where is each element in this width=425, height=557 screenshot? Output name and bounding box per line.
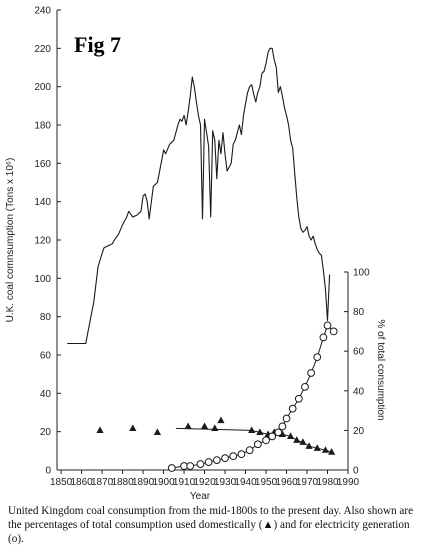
electricity-point — [278, 422, 287, 431]
electricity-point — [319, 333, 328, 342]
y2-tick-label: 60 — [353, 347, 365, 358]
figure-7-chart: Fig 7 0204060801001201401601802002202401… — [5, 6, 386, 501]
domestic-point — [305, 442, 313, 449]
domestic-point — [328, 448, 336, 455]
chart-axes: 0204060801001201401601802002202401850186… — [34, 6, 370, 489]
domestic-point — [184, 422, 192, 430]
electricity-point — [294, 394, 303, 403]
y-tick-label: 0 — [45, 466, 51, 477]
domestic-point — [299, 438, 307, 445]
y2-axis-title: % of total consumption — [375, 319, 386, 420]
y-tick-label: 140 — [34, 197, 51, 208]
domestic-point — [293, 436, 301, 443]
y2-tick-label: 80 — [353, 307, 365, 318]
y-tick-label: 80 — [40, 312, 52, 323]
x-tick-label: 1850 — [50, 477, 73, 488]
x-tick-label: 1940 — [234, 477, 257, 488]
domestic-point — [153, 428, 162, 435]
figure-caption: United Kingdom coal consumption from the… — [8, 505, 414, 545]
y-tick-label: 220 — [34, 44, 51, 55]
x-tick-label: 1870 — [91, 477, 114, 488]
x-tick-label: 1890 — [132, 477, 155, 488]
x-tick-label: 1920 — [193, 477, 216, 488]
x-tick-label: 1900 — [152, 477, 175, 488]
electricity-point — [212, 456, 221, 465]
domestic-point — [321, 446, 330, 453]
y-tick-label: 100 — [34, 274, 51, 285]
y-tick-label: 40 — [40, 389, 52, 400]
electricity-point — [274, 428, 283, 437]
domestic-point — [200, 422, 209, 430]
y-tick-label: 20 — [40, 427, 52, 438]
electricity-point — [313, 353, 322, 362]
electricity-point — [253, 440, 262, 449]
y2-tick-label: 0 — [353, 466, 359, 477]
x-tick-label: 1990 — [337, 477, 360, 488]
electricity-point — [307, 369, 316, 377]
y-tick-label: 60 — [40, 351, 52, 362]
electricity-point — [186, 462, 195, 470]
domestic-point — [211, 424, 219, 432]
x-tick-label: 1860 — [70, 477, 93, 488]
electricity-point — [196, 460, 205, 468]
coal-consumption-line — [67, 47, 331, 345]
x-axis-title: Year — [190, 491, 211, 500]
domestic-point — [248, 426, 256, 433]
figure-label: Fig 7 — [74, 32, 121, 57]
electricity-point — [221, 454, 229, 463]
electricity-point — [245, 446, 254, 455]
electricity-point — [329, 327, 338, 336]
domestic-point — [256, 428, 264, 435]
y-tick-label: 200 — [34, 82, 51, 93]
y2-tick-label: 100 — [353, 268, 370, 279]
y2-tick-label: 40 — [353, 386, 365, 397]
domestic-point — [217, 416, 225, 424]
x-tick-label: 1980 — [316, 477, 339, 488]
electricity-point — [301, 382, 309, 391]
y2-tick-label: 20 — [353, 426, 365, 437]
electricity-point — [268, 432, 277, 441]
domestic-point — [287, 432, 295, 439]
electricity-point — [167, 464, 176, 472]
domestic-point — [313, 444, 321, 451]
x-tick-label: 1910 — [173, 477, 196, 488]
y-tick-label: 240 — [34, 6, 51, 17]
electricity-point — [323, 321, 332, 330]
electricity-point — [229, 452, 238, 461]
y-tick-label: 160 — [34, 159, 51, 170]
x-tick-label: 1960 — [275, 477, 298, 488]
electricity-point — [204, 458, 213, 466]
electricity-point — [262, 436, 270, 445]
y-tick-label: 180 — [34, 121, 51, 132]
x-tick-label: 1930 — [214, 477, 237, 488]
x-tick-label: 1880 — [111, 477, 134, 488]
y-tick-label: 120 — [34, 236, 51, 247]
electricity-point — [237, 450, 246, 459]
x-tick-label: 1950 — [255, 477, 278, 488]
electricity-point — [288, 404, 297, 413]
x-tick-label: 1970 — [296, 477, 319, 488]
electricity-point — [282, 414, 291, 423]
domestic-point — [96, 426, 104, 433]
chart-series — [67, 47, 338, 472]
domestic-point — [129, 424, 137, 432]
y-axis-title: U.K. coal comnsumption (Tons x 10⁶) — [5, 158, 16, 323]
